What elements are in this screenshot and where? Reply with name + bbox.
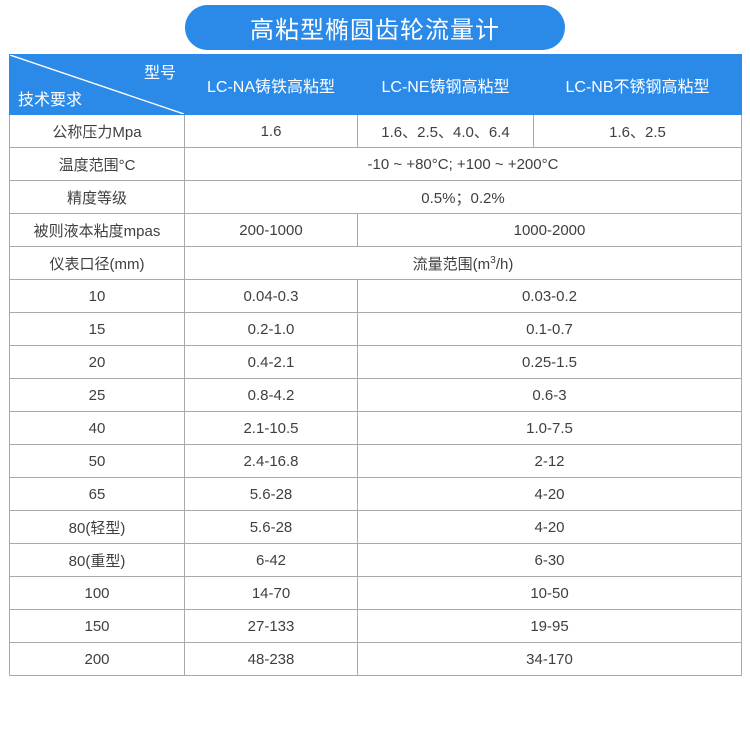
spec-value-viscosity-low: 200-1000 xyxy=(184,213,358,247)
flow-cell-range-a: 0.2-1.0 xyxy=(184,312,358,346)
spec-label-viscosity: 被则液本粘度mpas xyxy=(9,213,185,247)
flow-label-diameter: 仪表口径(mm) xyxy=(9,246,185,280)
diagonal-divider-icon xyxy=(10,55,184,114)
flow-cell-range-b: 4-20 xyxy=(357,477,742,511)
flow-cell-size: 200 xyxy=(9,642,185,676)
flow-cell-range-a: 6-42 xyxy=(184,543,358,577)
spec-value-pressure-na: 1.6 xyxy=(184,114,358,148)
column-header-ne: LC-NE铸钢高粘型 xyxy=(357,54,534,115)
table-row: 80(重型) 6-42 6-30 xyxy=(9,543,742,577)
table-row: 50 2.4-16.8 2-12 xyxy=(9,444,742,478)
flow-cell-size: 25 xyxy=(9,378,185,412)
table-row: 精度等级 0.5%；0.2% xyxy=(9,180,742,214)
flow-cell-range-b: 0.6-3 xyxy=(357,378,742,412)
table-row: 40 2.1-10.5 1.0-7.5 xyxy=(9,411,742,445)
column-header-na: LC-NA铸铁高粘型 xyxy=(184,54,358,115)
flow-section-header-row: 仪表口径(mm) 流量范围(m3/h) xyxy=(9,246,742,280)
spec-value-pressure-ne: 1.6、2.5、4.0、6.4 xyxy=(357,114,534,148)
flow-cell-size: 20 xyxy=(9,345,185,379)
table-row: 10 0.04-0.3 0.03-0.2 xyxy=(9,279,742,313)
flow-range-prefix: 流量范围(m xyxy=(412,255,491,273)
flow-cell-range-b: 10-50 xyxy=(357,576,742,610)
flow-cell-size: 65 xyxy=(9,477,185,511)
spec-label-pressure: 公称压力Mpa xyxy=(9,114,185,148)
table-row: 100 14-70 10-50 xyxy=(9,576,742,610)
flow-range-suffix: /h) xyxy=(495,255,514,273)
corner-model-label: 型号 xyxy=(143,65,176,82)
flow-cell-size: 10 xyxy=(9,279,185,313)
table-row: 200 48-238 34-170 xyxy=(9,642,742,676)
flow-cell-range-a: 5.6-28 xyxy=(184,510,358,544)
title-bar: 高粘型椭圆齿轮流量计 xyxy=(0,0,750,54)
table-row: 公称压力Mpa 1.6 1.6、2.5、4.0、6.4 1.6、2.5 xyxy=(9,114,742,148)
table-row: 20 0.4-2.1 0.25-1.5 xyxy=(9,345,742,379)
flow-cell-range-a: 48-238 xyxy=(184,642,358,676)
flow-range-exponent: 3 xyxy=(490,254,496,266)
table-row: 80(轻型) 5.6-28 4-20 xyxy=(9,510,742,544)
table-row: 150 27-133 19-95 xyxy=(9,609,742,643)
flow-cell-range-a: 2.1-10.5 xyxy=(184,411,358,445)
page-title: 高粘型椭圆齿轮流量计 xyxy=(185,4,565,50)
spec-table-container: 型号 技术要求 LC-NA铸铁高粘型 LC-NE铸钢高粘型 LC-NB不锈钢高粘… xyxy=(0,54,750,676)
column-header-nb: LC-NB不锈钢高粘型 xyxy=(533,54,742,115)
spec-value-accuracy: 0.5%；0.2% xyxy=(184,180,742,214)
spec-value-temperature: -10 ~ +80°C; +100 ~ +200°C xyxy=(184,147,742,181)
flow-cell-range-a: 14-70 xyxy=(184,576,358,610)
flow-cell-size: 80(重型) xyxy=(9,543,185,577)
flow-cell-range-a: 0.4-2.1 xyxy=(184,345,358,379)
flow-cell-range-b: 0.25-1.5 xyxy=(357,345,742,379)
flow-cell-range-b: 0.1-0.7 xyxy=(357,312,742,346)
table-row: 65 5.6-28 4-20 xyxy=(9,477,742,511)
flow-cell-size: 150 xyxy=(9,609,185,643)
flow-cell-range-a: 5.6-28 xyxy=(184,477,358,511)
flow-cell-range-a: 2.4-16.8 xyxy=(184,444,358,478)
table-row: 被则液本粘度mpas 200-1000 1000-2000 xyxy=(9,213,742,247)
flow-cell-range-b: 34-170 xyxy=(357,642,742,676)
corner-split-cell: 型号 技术要求 xyxy=(9,54,185,115)
spec-label-accuracy: 精度等级 xyxy=(9,180,185,214)
table-row: 温度范围°C -10 ~ +80°C; +100 ~ +200°C xyxy=(9,147,742,181)
flow-cell-size: 80(轻型) xyxy=(9,510,185,544)
flow-cell-range-b: 2-12 xyxy=(357,444,742,478)
flow-cell-range-a: 0.04-0.3 xyxy=(184,279,358,313)
flow-cell-range-a: 0.8-4.2 xyxy=(184,378,358,412)
table-row: 25 0.8-4.2 0.6-3 xyxy=(9,378,742,412)
specification-table: 型号 技术要求 LC-NA铸铁高粘型 LC-NE铸钢高粘型 LC-NB不锈钢高粘… xyxy=(9,54,742,676)
flow-cell-range-b: 6-30 xyxy=(357,543,742,577)
spec-label-temperature: 温度范围°C xyxy=(9,147,185,181)
flow-cell-range-b: 4-20 xyxy=(357,510,742,544)
flow-cell-size: 40 xyxy=(9,411,185,445)
flow-cell-range-b: 1.0-7.5 xyxy=(357,411,742,445)
spec-value-pressure-nb: 1.6、2.5 xyxy=(533,114,742,148)
table-header-row: 型号 技术要求 LC-NA铸铁高粘型 LC-NE铸钢高粘型 LC-NB不锈钢高粘… xyxy=(9,54,742,115)
spec-value-viscosity-high: 1000-2000 xyxy=(357,213,742,247)
flow-cell-size: 15 xyxy=(9,312,185,346)
flow-label-range: 流量范围(m3/h) xyxy=(184,246,742,280)
table-body: 型号 技术要求 LC-NA铸铁高粘型 LC-NE铸钢高粘型 LC-NB不锈钢高粘… xyxy=(9,54,742,280)
corner-tech-label: 技术要求 xyxy=(18,92,83,109)
table-row: 15 0.2-1.0 0.1-0.7 xyxy=(9,312,742,346)
flow-cell-range-b: 0.03-0.2 xyxy=(357,279,742,313)
flow-cell-size: 100 xyxy=(9,576,185,610)
flow-cell-size: 50 xyxy=(9,444,185,478)
flow-cell-range-a: 27-133 xyxy=(184,609,358,643)
flow-cell-range-b: 19-95 xyxy=(357,609,742,643)
